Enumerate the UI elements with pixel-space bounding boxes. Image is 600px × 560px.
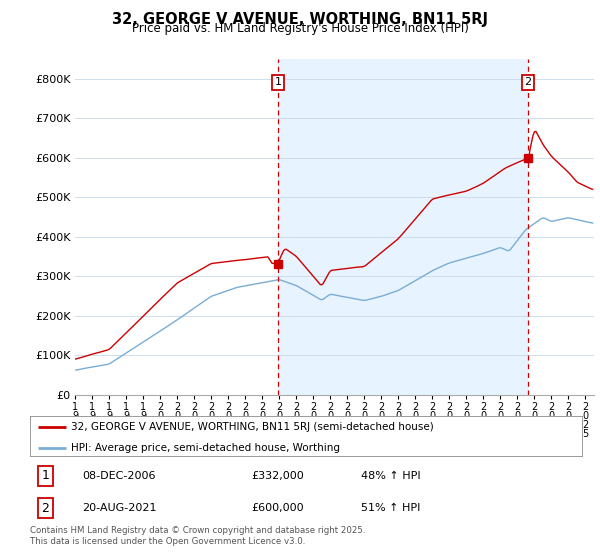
Text: 48% ↑ HPI: 48% ↑ HPI bbox=[361, 470, 421, 480]
Text: 2: 2 bbox=[41, 502, 49, 515]
Text: 1: 1 bbox=[274, 77, 281, 87]
Text: 32, GEORGE V AVENUE, WORTHING, BN11 5RJ: 32, GEORGE V AVENUE, WORTHING, BN11 5RJ bbox=[112, 12, 488, 27]
Text: 08-DEC-2006: 08-DEC-2006 bbox=[82, 470, 156, 480]
Text: Contains HM Land Registry data © Crown copyright and database right 2025.
This d: Contains HM Land Registry data © Crown c… bbox=[30, 526, 365, 546]
Text: HPI: Average price, semi-detached house, Worthing: HPI: Average price, semi-detached house,… bbox=[71, 442, 340, 452]
Bar bbox=[278, 59, 528, 395]
Text: Price paid vs. HM Land Registry's House Price Index (HPI): Price paid vs. HM Land Registry's House … bbox=[131, 22, 469, 35]
Text: 1: 1 bbox=[41, 469, 49, 482]
Text: £600,000: £600,000 bbox=[251, 503, 304, 514]
Text: 32, GEORGE V AVENUE, WORTHING, BN11 5RJ (semi-detached house): 32, GEORGE V AVENUE, WORTHING, BN11 5RJ … bbox=[71, 422, 434, 432]
Text: 2: 2 bbox=[524, 77, 532, 87]
Text: £332,000: £332,000 bbox=[251, 470, 304, 480]
Text: 20-AUG-2021: 20-AUG-2021 bbox=[82, 503, 157, 514]
Text: 51% ↑ HPI: 51% ↑ HPI bbox=[361, 503, 421, 514]
